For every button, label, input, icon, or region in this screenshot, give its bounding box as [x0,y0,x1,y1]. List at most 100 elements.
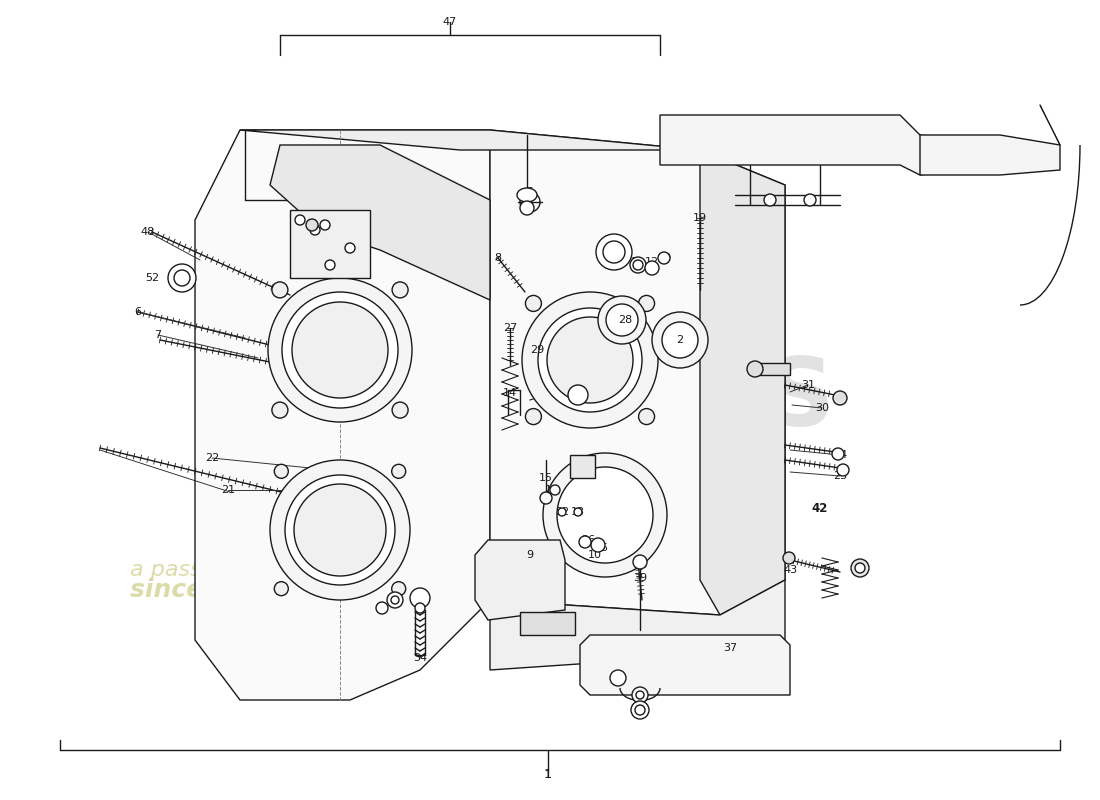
Text: 22: 22 [205,453,219,463]
Circle shape [639,295,654,311]
Circle shape [520,201,534,215]
Circle shape [610,670,626,686]
Circle shape [270,460,410,600]
Text: 1: 1 [544,770,551,780]
Text: 43: 43 [783,565,798,575]
Circle shape [392,582,406,596]
Circle shape [268,278,412,422]
Circle shape [606,304,638,336]
Text: 25: 25 [594,543,608,553]
Polygon shape [290,210,370,278]
Circle shape [274,464,288,478]
Text: 27: 27 [503,323,517,333]
Circle shape [547,317,632,403]
Text: PARTS: PARTS [500,354,835,446]
Circle shape [526,295,541,311]
Text: 44: 44 [852,565,867,575]
Circle shape [292,302,388,398]
Polygon shape [570,455,595,478]
Circle shape [345,243,355,253]
Circle shape [392,402,408,418]
Text: 41: 41 [632,705,647,715]
Polygon shape [580,635,790,695]
Circle shape [295,215,305,225]
Text: 13: 13 [571,507,585,517]
Circle shape [645,261,659,275]
Text: 39: 39 [632,573,647,583]
Circle shape [639,409,654,425]
Circle shape [635,705,645,715]
Circle shape [410,588,430,608]
Text: 20: 20 [657,253,671,263]
Circle shape [550,485,560,495]
Text: 7: 7 [154,330,162,340]
Circle shape [579,536,591,548]
Text: 17: 17 [568,390,582,400]
Text: 32: 32 [554,507,569,517]
Circle shape [282,292,398,408]
Circle shape [543,453,667,577]
Circle shape [168,264,196,292]
Circle shape [833,391,847,405]
Text: 31: 31 [801,380,815,390]
Text: 33: 33 [412,593,427,603]
Circle shape [320,220,330,230]
Text: 5: 5 [527,187,534,197]
Circle shape [631,701,649,719]
Circle shape [538,308,642,412]
Text: 9: 9 [527,550,534,560]
Circle shape [630,257,646,273]
Circle shape [747,361,763,377]
Text: 38: 38 [632,560,647,570]
Text: 30: 30 [815,403,829,413]
Circle shape [392,282,408,298]
Circle shape [855,563,865,573]
Polygon shape [490,580,785,670]
Circle shape [596,234,632,270]
Circle shape [294,484,386,576]
Text: 46: 46 [607,247,621,257]
Circle shape [376,602,388,614]
Circle shape [568,385,588,405]
Text: 47: 47 [443,17,458,27]
Circle shape [390,596,399,604]
Circle shape [632,687,648,703]
Circle shape [274,582,288,596]
Circle shape [558,508,566,516]
Circle shape [783,552,795,564]
Text: 23: 23 [833,471,847,481]
Polygon shape [755,363,790,375]
Text: 10: 10 [588,550,602,560]
Text: 1: 1 [544,769,552,782]
Circle shape [832,448,844,460]
Text: 40: 40 [632,690,647,700]
Text: 12: 12 [645,257,659,267]
Circle shape [662,322,698,358]
Circle shape [804,194,816,206]
Circle shape [652,312,708,368]
Circle shape [603,241,625,263]
Circle shape [415,603,425,613]
Text: 11: 11 [631,257,645,267]
Circle shape [392,464,406,478]
Circle shape [174,270,190,286]
Text: since 1915: since 1915 [130,578,282,602]
Circle shape [285,475,395,585]
Circle shape [324,260,336,270]
Text: a passion for: a passion for [130,560,274,580]
Circle shape [272,282,288,298]
Text: 24: 24 [833,450,847,460]
Text: 3: 3 [392,595,398,605]
Circle shape [574,508,582,516]
Circle shape [591,538,605,552]
Text: 21: 21 [221,485,235,495]
Polygon shape [700,150,785,615]
Text: 37: 37 [723,643,737,653]
Circle shape [557,467,653,563]
Polygon shape [490,130,785,615]
Text: 36: 36 [610,673,625,683]
Circle shape [522,292,658,428]
Circle shape [764,194,776,206]
Text: 50: 50 [305,215,319,225]
Text: 42: 42 [812,502,828,514]
